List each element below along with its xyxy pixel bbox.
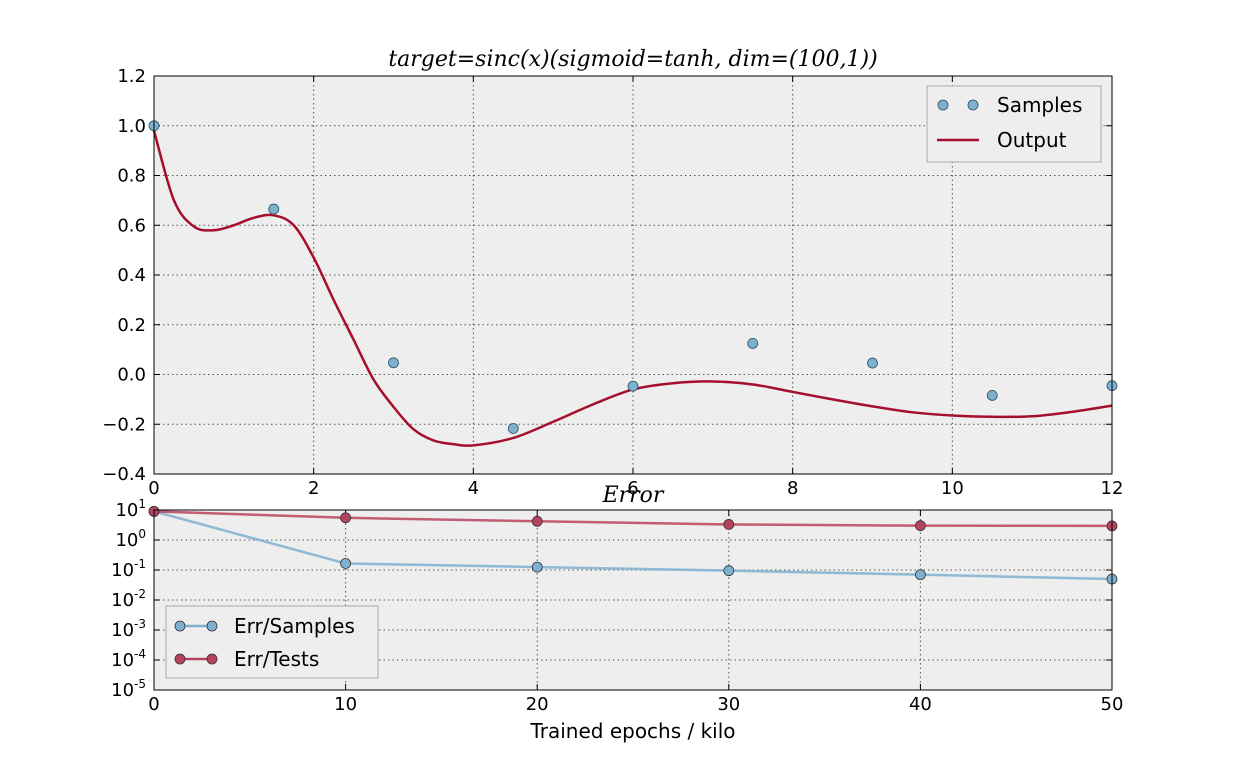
bottom-legend-box: [165, 605, 379, 679]
legend-samples-marker: [937, 99, 949, 111]
top-y-tick-label: 0.4: [117, 265, 146, 286]
top-plot-frame: [153, 75, 1113, 475]
bottom-x-tick-label: 20: [526, 694, 549, 715]
bottom-x-tick-label: 30: [717, 694, 740, 715]
top-x-tick-label: 8: [787, 478, 798, 499]
legend-err-samples-marker: [174, 620, 186, 632]
legend-err-tests-label: Err/Tests: [234, 647, 319, 671]
bottom-y-tick-label: 10-1: [111, 557, 146, 581]
samples-point: [268, 203, 280, 215]
bottom-series: [148, 505, 1118, 585]
bottom-legend: Err/Samples Err/Tests: [165, 605, 379, 679]
top-y-tick-label: 0.0: [117, 365, 146, 386]
top-y-tick-label: −0.4: [102, 464, 146, 485]
bottom-y-tick-label: 10-2: [111, 587, 146, 611]
bottom-y-tick-label: 101: [115, 497, 146, 521]
legend-err-samples-label: Err/Samples: [234, 614, 355, 638]
samples-point: [388, 357, 399, 369]
top-x-tick-label: 4: [468, 478, 479, 499]
top-legend: Samples Output: [926, 85, 1102, 163]
legend-output-label: Output: [997, 128, 1067, 152]
bottom-y-tick-label: 10-5: [111, 677, 146, 701]
err-tests-point: [531, 515, 543, 527]
bottom-x-tick-label: 50: [1101, 694, 1124, 715]
bottom-x-axis-label: Trained epochs / kilo: [529, 719, 735, 743]
top-y-tick-label: −0.2: [102, 414, 146, 435]
err-tests-point: [340, 512, 352, 524]
legend-err-tests-marker: [206, 653, 218, 665]
bottom-x-tick-label: 40: [909, 694, 932, 715]
bottom-x-tick-label: 0: [148, 694, 159, 715]
bottom-y-tick-label: 10-4: [111, 647, 146, 671]
err-samples-point: [723, 565, 735, 577]
samples-point: [867, 357, 878, 369]
err-samples-point: [915, 569, 926, 581]
legend-err-samples-marker: [206, 620, 218, 632]
err-tests-point: [723, 519, 735, 530]
err-tests-series-line: [153, 510, 1113, 528]
top-x-tick-label: 0: [148, 478, 159, 499]
bottom-y-tick-label: 100: [115, 527, 146, 551]
top-plot-panel: 0 2 4 6 8 10 12 −0.4 −0.2 0.0 0.2 0.4 0.6 0.8 1.0 1.2 t…: [102, 47, 1123, 499]
bottom-y-tick-label: 10-3: [111, 617, 146, 641]
err-samples-series-line: [153, 510, 1113, 581]
err-samples-point: [531, 561, 543, 573]
legend-samples-marker: [967, 99, 979, 111]
bottom-plot-panel: 0 10 20 30 40 50 10-5 10-4 10-3 10-2 10-1 100 101 Er…: [111, 483, 1123, 743]
samples-point: [507, 423, 519, 434]
bottom-x-tick-label: 10: [334, 694, 357, 715]
top-y-tick-label: 0.8: [117, 166, 146, 187]
top-y-tick-label: 1.2: [117, 66, 146, 87]
samples-point: [747, 338, 759, 349]
top-y-tick-label: 1.0: [117, 116, 146, 137]
top-series: [148, 120, 1118, 448]
bottom-plot-frame: [153, 509, 1113, 691]
top-y-tick-label: 0.6: [117, 215, 146, 236]
top-grid: [154, 76, 1112, 474]
top-legend-box: [926, 85, 1102, 163]
top-chart-title: target=sinc(x)(sigmoid=tanh, dim=(100,1)…: [388, 47, 877, 72]
err-tests-point: [915, 520, 926, 532]
top-y-tick-label: 0.2: [117, 315, 146, 336]
top-x-tick-label: 10: [941, 478, 964, 499]
legend-samples-label: Samples: [997, 93, 1082, 117]
top-x-tick-label: 12: [1101, 478, 1124, 499]
samples-point: [627, 380, 639, 392]
top-x-tick-label: 2: [308, 478, 319, 499]
top-x-tick-label: 6: [627, 478, 638, 499]
samples-point: [986, 389, 998, 401]
bottom-ticks: 0 10 20 30 40 50 10-5 10-4 10-3 10-2 10-1 100 101: [111, 497, 1123, 715]
err-samples-point: [340, 558, 352, 569]
legend-err-tests-marker: [174, 653, 186, 665]
output-series-line: [152, 130, 1113, 448]
bottom-chart-title: Error: [602, 483, 665, 508]
